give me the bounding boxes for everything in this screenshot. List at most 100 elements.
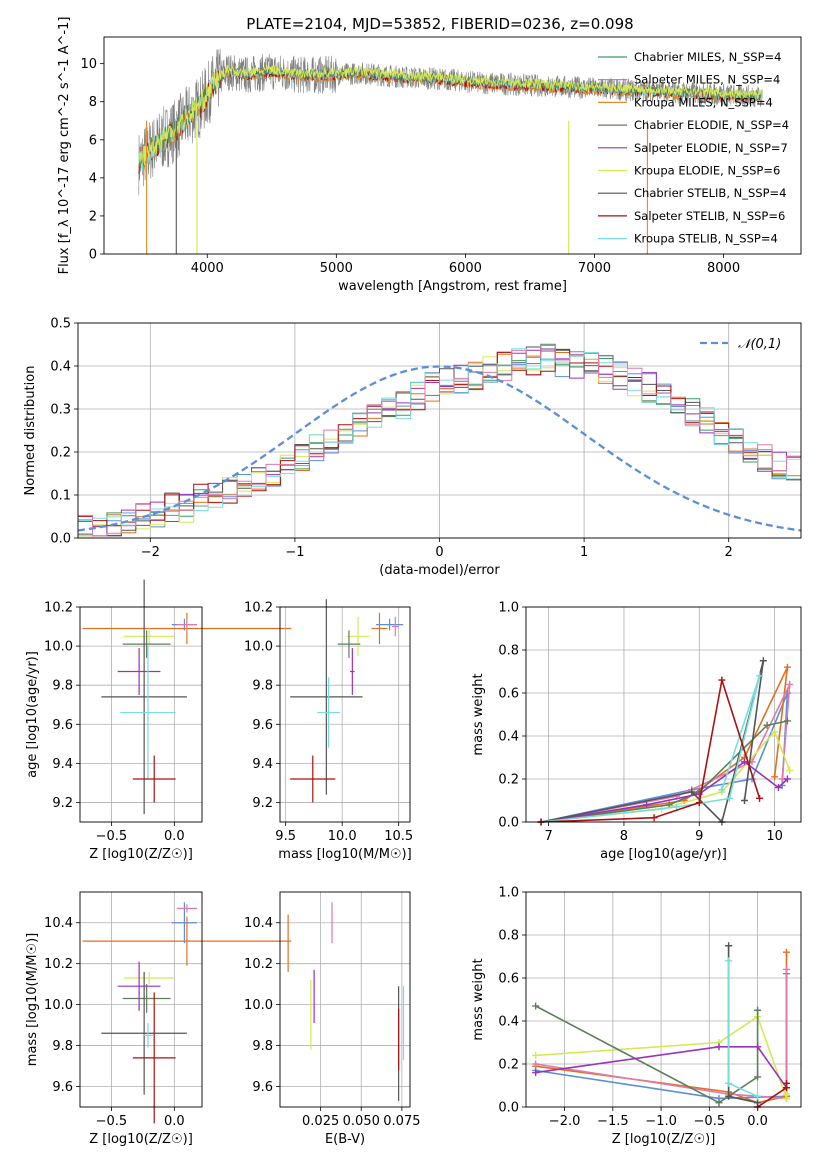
x-axis-label: (data-model)/error bbox=[379, 563, 500, 578]
axes-frame bbox=[279, 606, 411, 823]
y-axis-label: Flux [f_λ 10^-17 erg cm^-2 s^-1 A^-1] bbox=[57, 17, 72, 275]
x-tick-label: 10.5 bbox=[384, 829, 413, 844]
figure-title: PLATE=2104, MJD=53852, FIBERID=0236, z=0… bbox=[246, 15, 633, 33]
y-tick-label: 9.6 bbox=[52, 1080, 73, 1095]
mass-weight-line bbox=[535, 1046, 788, 1089]
legend-entry: Kroupa STELIB, N_SSP=4 bbox=[634, 232, 778, 246]
data-point-marker bbox=[786, 766, 794, 774]
data-point-marker bbox=[673, 803, 681, 811]
x-tick-label: 9 bbox=[695, 829, 703, 844]
x-axis-label: wavelength [Angstrom, rest frame] bbox=[338, 279, 567, 294]
x-tick-label: 7000 bbox=[578, 261, 611, 276]
data-point-marker bbox=[756, 672, 764, 680]
y-tick-label: 0.2 bbox=[498, 1058, 519, 1073]
data-point-marker bbox=[532, 1002, 540, 1010]
y-tick-label: 0.3 bbox=[50, 403, 71, 418]
y-tick-label: 8 bbox=[89, 95, 97, 110]
x-tick-label: 5000 bbox=[320, 261, 353, 276]
y-tick-label: 10.4 bbox=[44, 916, 73, 931]
x-axis-label: age [log10(age/yr)] bbox=[600, 847, 727, 862]
data-point-marker bbox=[532, 1060, 540, 1068]
legend-entry: Kroupa MILES, N_SSP=4 bbox=[634, 95, 773, 109]
normal-curve bbox=[77, 365, 802, 532]
data-point-marker bbox=[715, 1099, 723, 1107]
data-point-marker bbox=[783, 965, 791, 973]
x-axis-label: mass [log10(M/M☉)] bbox=[278, 847, 411, 862]
y-tick-label: 9.6 bbox=[52, 718, 73, 733]
panel-4: 9.5 10.0 10.5 9.2 9.4 9.6 9.8 10.0 10.2 mass [log… bbox=[244, 599, 413, 862]
y-tick-label: 0.0 bbox=[498, 816, 519, 831]
y-tick-label: 0.8 bbox=[498, 929, 519, 944]
data-point-marker bbox=[718, 786, 726, 794]
y-axis-label: Normed distribution bbox=[23, 366, 38, 496]
x-axis-label: Z [log10(Z/Z☉)] bbox=[89, 1132, 193, 1147]
panel-5: 7 8 9 10 0.0 0.2 0.4 0.6 0.8 1.0 age [log10(age/yr… bbox=[471, 601, 802, 862]
data-point-marker bbox=[783, 1090, 791, 1098]
panel-1: 4000 5000 6000 7000 8000 0 2 4 6 8 10 wavelength [A… bbox=[57, 17, 802, 294]
y-tick-label: 0.4 bbox=[498, 730, 519, 745]
data-point-marker bbox=[754, 1006, 762, 1014]
legend-entry: Chabrier ELODIE, N_SSP=4 bbox=[634, 118, 789, 132]
x-tick-label: −0.5 bbox=[694, 1114, 726, 1129]
y-tick-label: 9.2 bbox=[52, 796, 73, 811]
x-tick-label: −1 bbox=[285, 545, 304, 560]
axes-frame bbox=[525, 606, 802, 823]
x-tick-label: 8 bbox=[620, 829, 628, 844]
y-tick-label: 10 bbox=[80, 57, 97, 72]
y-tick-label: 0.4 bbox=[50, 360, 71, 375]
data-point-marker bbox=[725, 957, 733, 965]
data-point-marker bbox=[783, 717, 791, 725]
y-tick-label: 9.6 bbox=[252, 1080, 273, 1095]
x-axis-label: E(B-V) bbox=[325, 1132, 365, 1147]
y-tick-label: 9.2 bbox=[252, 796, 273, 811]
x-tick-label: 2 bbox=[725, 545, 733, 560]
data-point-marker bbox=[725, 1079, 733, 1087]
x-tick-label: 0.0 bbox=[164, 1114, 185, 1129]
y-axis-label: mass [log10(M/M☉)] bbox=[25, 933, 40, 1066]
data-point-marker bbox=[740, 758, 748, 766]
data-point-marker bbox=[532, 1051, 540, 1059]
x-tick-label: 0.0 bbox=[747, 1114, 768, 1129]
y-tick-label: 10.2 bbox=[44, 957, 73, 972]
y-tick-label: 9.8 bbox=[252, 679, 273, 694]
data-point-marker bbox=[771, 728, 779, 736]
histogram-series bbox=[78, 348, 801, 526]
y-tick-label: 10.0 bbox=[44, 640, 73, 655]
x-tick-label: 0.025 bbox=[302, 1114, 339, 1129]
y-tick-label: 0.2 bbox=[498, 773, 519, 788]
y-tick-label: 10.4 bbox=[244, 916, 273, 931]
x-tick-label: −0.5 bbox=[96, 1114, 128, 1129]
legend-entry: Salpeter MILES, N_SSP=4 bbox=[634, 73, 780, 87]
axes-frame bbox=[103, 36, 802, 255]
y-tick-label: 0.5 bbox=[50, 317, 71, 332]
legend-entry: Salpeter STELIB, N_SSP=6 bbox=[634, 209, 785, 223]
panel-6: −0.5 0.0 9.6 9.8 10.0 10.2 10.4 Z [log10(Z/Z☉)]… bbox=[25, 891, 292, 1147]
x-tick-label: −2.0 bbox=[549, 1114, 581, 1129]
data-point-marker bbox=[783, 948, 791, 956]
data-point-marker bbox=[754, 1073, 762, 1081]
y-axis-label: mass weight bbox=[471, 673, 486, 755]
y-tick-label: 1.0 bbox=[498, 601, 519, 616]
panel-7: 0.025 0.050 0.075 9.6 9.8 10.0 10.2 10.4 E(B-V) bbox=[244, 891, 420, 1147]
data-point-marker bbox=[688, 788, 696, 796]
y-tick-label: 0.2 bbox=[50, 446, 71, 461]
mass-weight-line bbox=[540, 760, 788, 823]
y-tick-label: 10.0 bbox=[244, 640, 273, 655]
x-tick-label: 10 bbox=[766, 829, 783, 844]
y-tick-label: 10.2 bbox=[44, 601, 73, 616]
y-tick-label: 9.6 bbox=[252, 718, 273, 733]
y-tick-label: 10.0 bbox=[244, 998, 273, 1013]
legend-entry: Salpeter ELODIE, N_SSP=7 bbox=[634, 141, 788, 155]
y-tick-label: 10.2 bbox=[244, 957, 273, 972]
axes-frame bbox=[79, 891, 203, 1108]
x-tick-label: 4000 bbox=[191, 261, 224, 276]
data-point-marker bbox=[650, 814, 658, 822]
data-point-marker bbox=[783, 663, 791, 671]
mass-weight-line bbox=[727, 960, 758, 1098]
y-axis-label: age [log10(age/yr)] bbox=[25, 651, 40, 778]
y-tick-label: 9.8 bbox=[252, 1039, 273, 1054]
y-tick-label: 10.2 bbox=[244, 601, 273, 616]
data-point-marker bbox=[754, 1092, 762, 1100]
y-tick-label: 9.4 bbox=[252, 757, 273, 772]
